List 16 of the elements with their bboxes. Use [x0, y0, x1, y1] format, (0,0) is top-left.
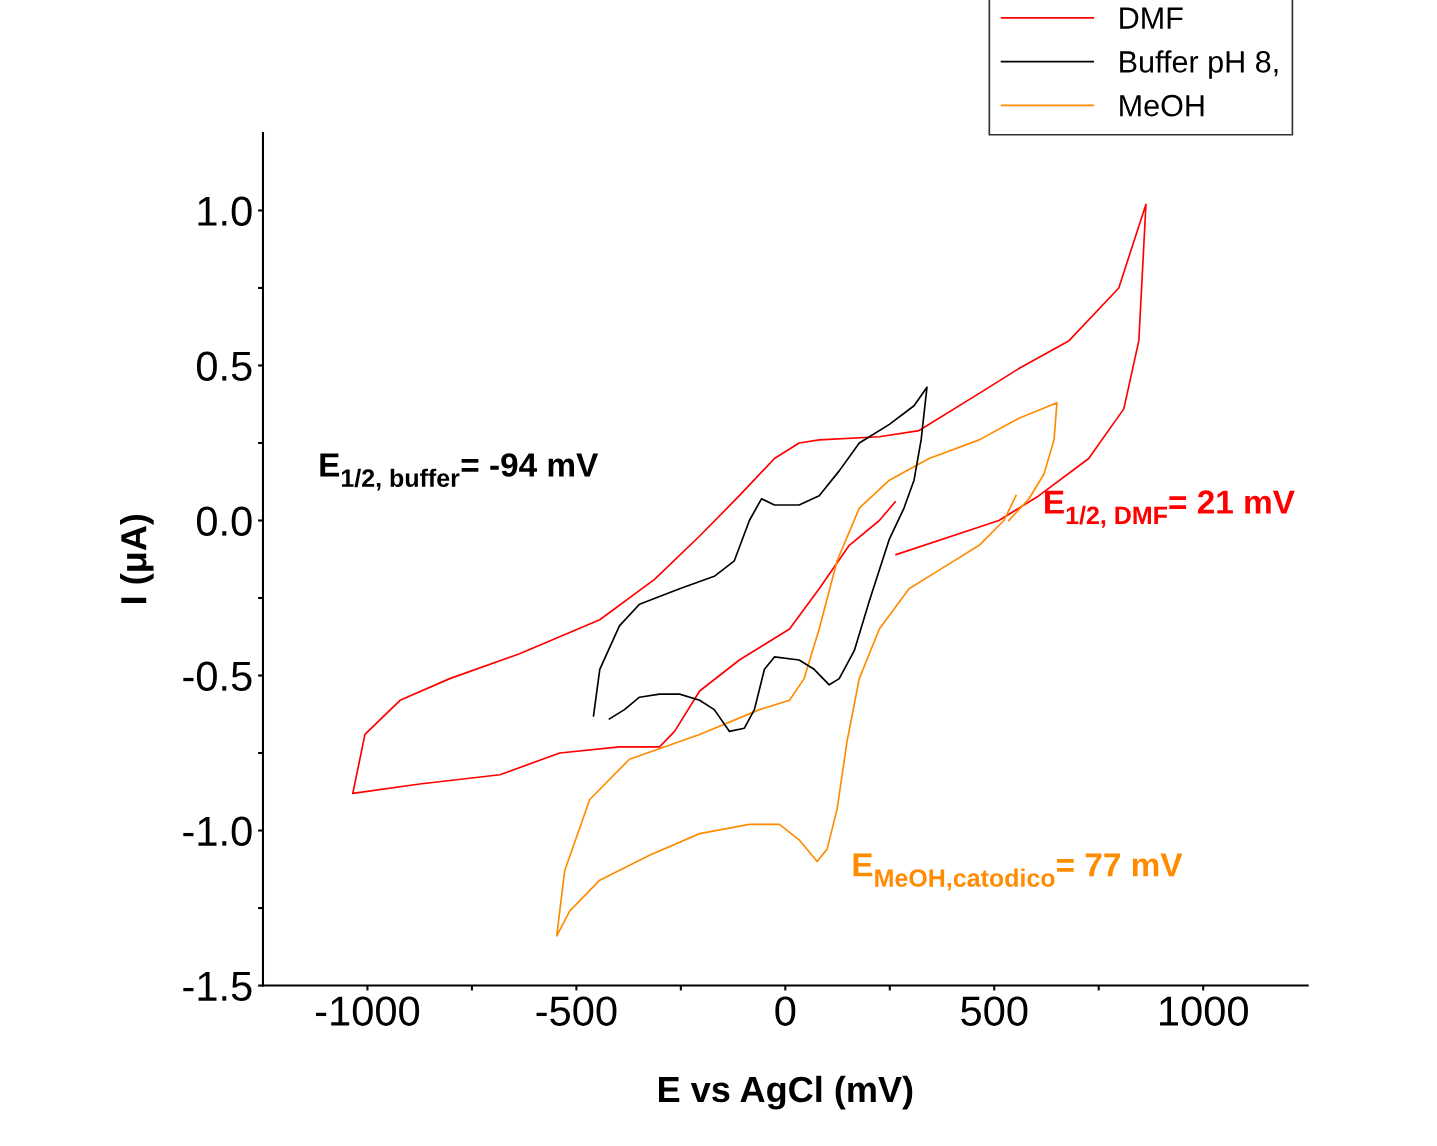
- y-tick-label: -1.0: [183, 816, 252, 847]
- x-tick-label: -1000: [316, 996, 420, 1026]
- y-tick-label: 1.0: [198, 196, 252, 226]
- x-tick-label: 0: [775, 996, 796, 1026]
- y-tick-label: -0.5: [183, 661, 252, 692]
- legend-label: MeOH: [1120, 94, 1204, 117]
- y-tick-label: -1.5: [183, 971, 252, 1002]
- y-tick-label: 0.0: [196, 506, 252, 536]
- y-tick-label: 0.5: [196, 351, 252, 381]
- x-tick-label: 500: [961, 996, 1028, 1026]
- legend-label: DMF: [1120, 7, 1183, 29]
- x-axis-title: E vs AgCl (mV): [658, 1075, 913, 1110]
- x-tick-label: 1000: [1160, 996, 1248, 1026]
- y-axis-title: I (μA): [120, 514, 154, 603]
- x-tick-label: -500: [536, 996, 617, 1026]
- legend-label: Buffer pH 8,: [1120, 50, 1278, 79]
